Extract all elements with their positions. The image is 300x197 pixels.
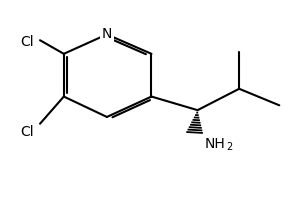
Text: Cl: Cl — [20, 35, 34, 49]
Text: NH: NH — [205, 137, 226, 151]
Text: Cl: Cl — [20, 125, 34, 138]
Text: N: N — [102, 27, 112, 41]
Text: 2: 2 — [226, 142, 232, 152]
